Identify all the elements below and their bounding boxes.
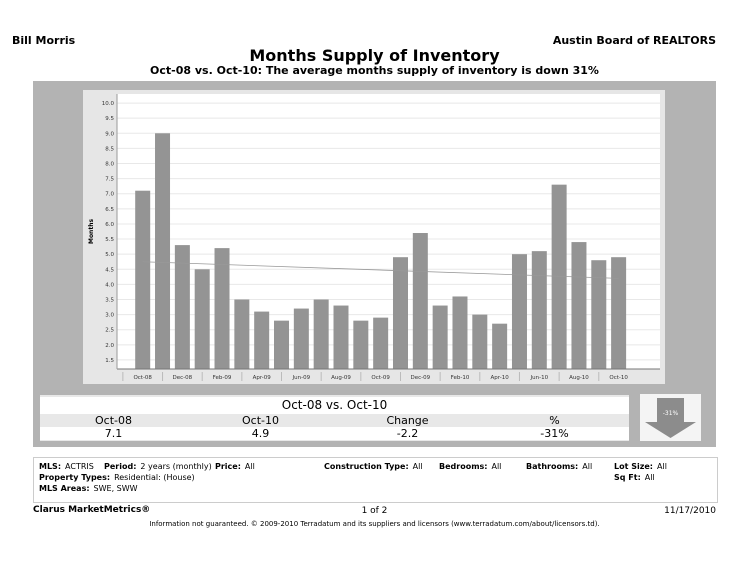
bar [234,299,250,369]
bar [254,311,270,369]
bar [591,260,607,369]
value-cell: -2.2 [396,427,419,440]
page-number: 1 of 2 [361,506,388,516]
x-tick-label: Oct-08 [133,375,152,381]
down-arrow-icon [645,398,696,438]
chart-container: 1.5 2.0 2.5 3.0 3.5 4.0 4.5 5.0 5.5 6.0 6.5 7.0 7.5 8… [83,90,665,384]
filter-price: Price: All [215,462,255,471]
filter-sqft: Sq Ft: All [614,473,655,482]
page-title: Months Supply of Inventory [249,46,500,65]
disclaimer: Information not guaranteed. © 2009-2010 … [149,520,600,528]
filter-mls: MLS: ACTRIS [39,462,94,471]
value-cell: 7.1 [104,427,123,440]
bar [293,308,309,369]
value-cell: -31% [540,427,569,440]
bar-chart: 1.5 2.0 2.5 3.0 3.5 4.0 4.5 5.0 5.5 6.0 6.5 7.0 7.5 8… [88,94,660,381]
filter-period: Period: 2 years (monthly) [104,462,212,471]
y-tick-label: 3.5 [105,297,114,303]
x-tick-label: Dec-09 [410,375,430,381]
brand-name: Clarus MarketMetrics® [33,505,151,515]
value-cell: 4.9 [251,427,270,440]
y-tick-label: 4.5 [105,267,114,273]
bar [155,133,171,369]
bar [511,254,527,369]
summary-heading: Oct-08 vs. Oct-10 [281,398,388,412]
page-subtitle: Oct-08 vs. Oct-10: The average months su… [150,64,599,77]
bar [531,251,547,369]
bar [274,320,290,369]
bar [353,320,369,369]
x-tick-label: Oct-09 [371,375,390,381]
summary-table: Oct-08 vs. Oct-10 Oct-08 Oct-10 Change %… [40,395,629,441]
filter-lot-size: Lot Size: All [614,462,667,471]
col-header: % [549,414,560,427]
bar [135,190,151,369]
bar [452,296,468,369]
y-tick-label: 9.0 [105,131,114,137]
summary-heading-row: Oct-08 vs. Oct-10 [40,397,629,414]
bar [611,257,627,369]
summary-values-row: 7.1 4.9 -2.2 -31% [40,427,629,440]
filter-bedrooms: Bedrooms: All [439,462,502,471]
x-tick-label: Feb-09 [213,375,232,381]
y-tick-label: 7.5 [105,177,114,183]
x-tick-label: Aug-10 [569,375,589,381]
y-tick-label: 1.5 [105,358,114,364]
bar [373,317,389,369]
y-tick-label: 5.5 [105,237,114,243]
y-tick-label: 2.5 [105,328,114,334]
x-tick-label: Apr-09 [253,375,272,381]
bar [313,299,329,369]
change-indicator: -31% [640,394,701,441]
board-name: Austin Board of REALTORS [552,34,716,47]
y-tick-label: 8.0 [105,162,114,168]
y-axis-label: Months [88,219,95,245]
bar [412,233,428,369]
y-tick-label: 2.0 [105,343,114,349]
x-tick-label: Aug-09 [331,375,351,381]
x-tick-label: Dec-08 [173,375,193,381]
y-tick-label: 10.0 [102,101,115,107]
x-tick-label: Jun-10 [530,375,549,381]
x-tick-label: Oct-10 [609,375,628,381]
col-header: Oct-10 [242,414,279,427]
arrow-label: -31% [662,410,679,417]
filter-property-types: Property Types: Residential: (House) [39,473,195,482]
filter-mls-areas: MLS Areas: SWE, SWW [39,484,138,493]
report-date: 11/17/2010 [664,506,716,516]
filter-bathrooms: Bathrooms: All [526,462,593,471]
y-tick-label: 7.0 [105,192,114,198]
x-tick-label: Jun-09 [292,375,311,381]
bar [492,323,508,369]
bar [333,305,349,369]
col-header: Oct-08 [95,414,132,427]
bar [551,184,567,369]
y-tick-label: 3.0 [105,313,114,319]
y-tick-label: 5.0 [105,252,114,258]
filter-criteria: MLS: ACTRIS Period: 2 years (monthly) Pric… [33,457,718,503]
bar [194,269,210,369]
y-tick-label: 4.0 [105,282,114,288]
bar [174,245,190,369]
y-tick-label: 6.5 [105,207,114,213]
col-header: Change [386,414,429,427]
y-tick-label: 8.5 [105,146,114,152]
bar [432,305,448,369]
x-tick-label: Feb-10 [451,375,470,381]
bar [472,314,488,369]
y-tick-label: 9.5 [105,116,114,122]
trend-line [142,261,619,279]
bar [214,248,230,369]
agent-name: Bill Morris [12,34,76,47]
bar [392,257,408,369]
bar [571,242,587,369]
x-tick-label: Apr-10 [491,375,510,381]
filter-construction: Construction Type: All [324,462,423,471]
y-tick-label: 6.0 [105,222,114,228]
